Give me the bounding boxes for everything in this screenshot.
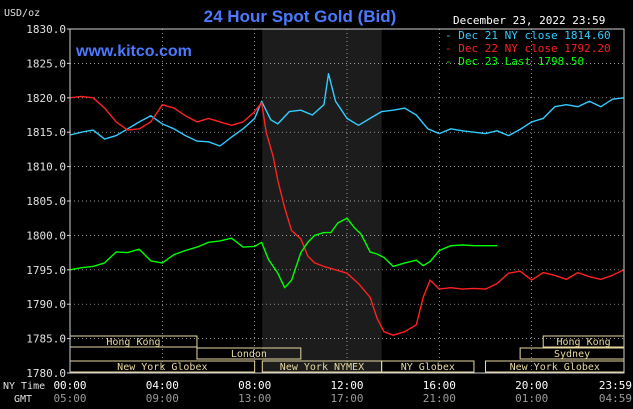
y-tick-label: 1815.0 [26,126,66,139]
x-tick-label-ny: 20:00 [515,379,548,392]
session-label: Hong Kong [106,337,160,348]
x-tick-label-gmt: 21:00 [423,392,456,405]
y-tick-label: 1820.0 [26,92,66,105]
session-bars: Hong Kong Hong Kong London Sydney New York G… [69,335,625,373]
y-tick-label: 1810.0 [26,161,66,174]
session-label: London [231,349,267,360]
legend-entry-dec23: - Dec 23 Last 1798.50 [445,55,584,68]
y-tick-labels: 1780.0 1785.0 1790.0 1795.0 1800.0 1805.0 1810… [26,23,70,380]
session-label: Sydney [554,349,590,360]
series-layer [69,72,625,336]
y-axis-label: USD/oz [4,8,40,19]
gmt-row-label: GMT [14,394,32,405]
x-tick-label-gmt: 01:00 [515,392,548,405]
x-tick-label-ny: 12:00 [330,379,363,392]
x-tick-label-gmt: 17:00 [330,392,363,405]
nymex-shade [262,29,382,373]
legend-entry-dec21: - Dec 21 NY close 1814.60 [445,29,611,42]
y-tick-label: 1830.0 [26,23,66,36]
grid-layer [70,29,624,373]
x-tick-label-gmt: 04:59 [599,392,632,405]
x-tick-label-ny: 23:59 [599,379,632,392]
x-tick-label-ny: 16:00 [423,379,456,392]
legend: - Dec 21 NY close 1814.60- Dec 22 NY clo… [445,29,611,68]
y-tick-label: 1805.0 [26,195,66,208]
session-bar [381,360,475,373]
y-tick-label: 1795.0 [26,264,66,277]
x-tick-label-gmt: 05:00 [53,392,86,405]
nymex-shade-layer [262,29,382,373]
session-label: New York Globex [510,362,600,373]
ny-time-row-label: NY Time [3,381,45,392]
legend-entry-dec22: - Dec 22 NY close 1792.20 [445,42,611,55]
session-label: NY Globex [401,362,455,373]
x-tick-label-ny: 08:00 [238,379,271,392]
session-label: New York Globex [117,362,207,373]
session-label: Hong Kong [557,337,611,348]
session-bar [196,347,302,360]
series-line-dec23 [69,217,497,289]
brand-label: www.kitco.com [75,43,192,60]
series-line-dec22 [69,95,625,336]
x-tick-label-ny: 04:00 [146,379,179,392]
y-tick-label: 1780.0 [26,367,66,380]
chart-timestamp: December 23, 2022 23:59 [453,14,605,27]
series-line-dec21 [69,72,625,147]
x-tick-label-gmt: 09:00 [146,392,179,405]
chart-title: 24 Hour Spot Gold (Bid) [204,7,397,26]
y-tick-label: 1785.0 [26,333,66,346]
y-tick-label: 1825.0 [26,57,66,70]
x-tick-label-gmt: 13:00 [238,392,271,405]
session-label: New York NYMEX [280,362,364,373]
y-tick-label: 1790.0 [26,298,66,311]
y-tick-label: 1800.0 [26,229,66,242]
x-tick-label-ny: 00:00 [53,379,86,392]
